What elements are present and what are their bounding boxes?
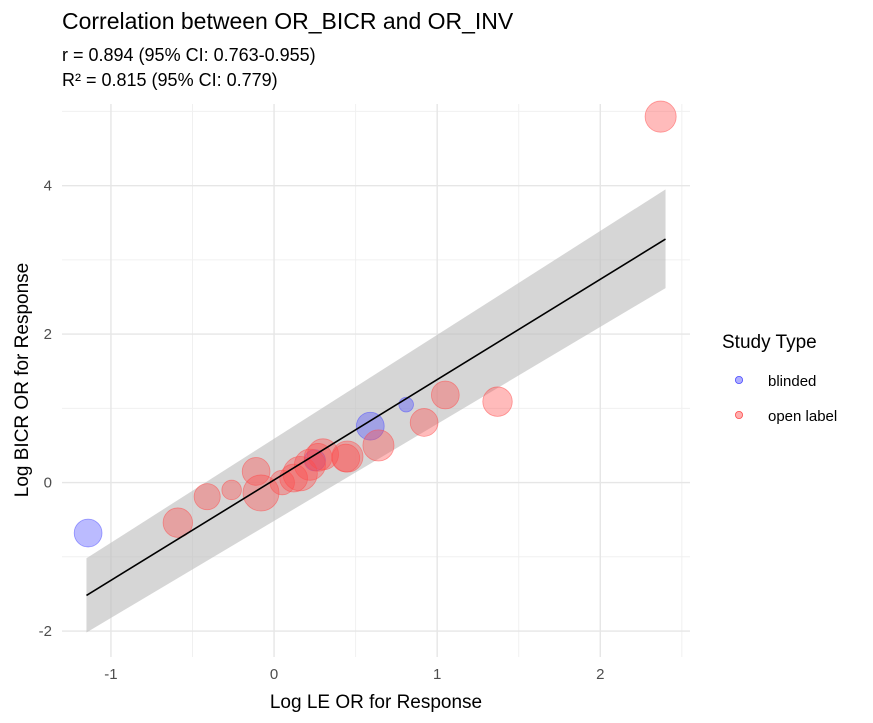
regression-line [86,238,666,597]
point-open-label-3 [409,408,439,437]
point-blinded-0 [73,518,103,548]
point-open-label-2 [431,380,460,410]
y-tick-label: 0 [44,475,52,492]
point-open-label-17 [162,507,193,538]
x-axis-ticks: -1 0 1 2 [104,666,604,683]
x-tick-label: 2 [596,666,604,683]
point-blinded-1 [355,411,385,441]
point-open-label-15 [221,479,242,501]
x-tick-label: -1 [104,666,117,683]
x-tick-label: 1 [433,666,441,683]
point-open-label-14 [241,457,271,486]
y-axis-title: Log BICR OR for Response [12,263,33,497]
point-open-label-0 [644,100,677,133]
point-open-label-16 [193,483,221,511]
point-open-label-1 [482,386,513,417]
x-axis-title: Log LE OR for Response [270,692,482,713]
legend-title: Study Type [722,332,817,353]
chart-subtitle-r: r = 0.894 (95% CI: 0.763-0.955) [62,45,316,65]
x-tick-label: 0 [270,666,278,683]
legend-key-blinded [735,375,744,384]
point-open-label-8 [303,443,333,472]
confidence-band [86,189,666,633]
regression-line-path [86,238,666,597]
y-tick-label: -2 [39,623,52,640]
y-axis-ticks: -2 0 2 4 [39,178,52,640]
legend-label-blinded: blinded [768,373,816,390]
legend-key-open-label [735,410,744,419]
point-open-label-4 [362,429,395,462]
y-tick-label: 4 [44,178,52,195]
point-open-label-13 [242,474,280,512]
chart-subtitle-r2: R² = 0.815 (95% CI: 0.779) [62,70,278,90]
chart-title: Correlation between OR_BICR and OR_INV [62,8,514,34]
data-points [73,100,677,548]
confidence-band-area [86,189,666,633]
legend: Study Type blinded open label [722,332,837,425]
grid-lines [62,104,690,657]
y-tick-label: 2 [44,326,52,343]
legend-label-open-label: open label [768,408,837,425]
